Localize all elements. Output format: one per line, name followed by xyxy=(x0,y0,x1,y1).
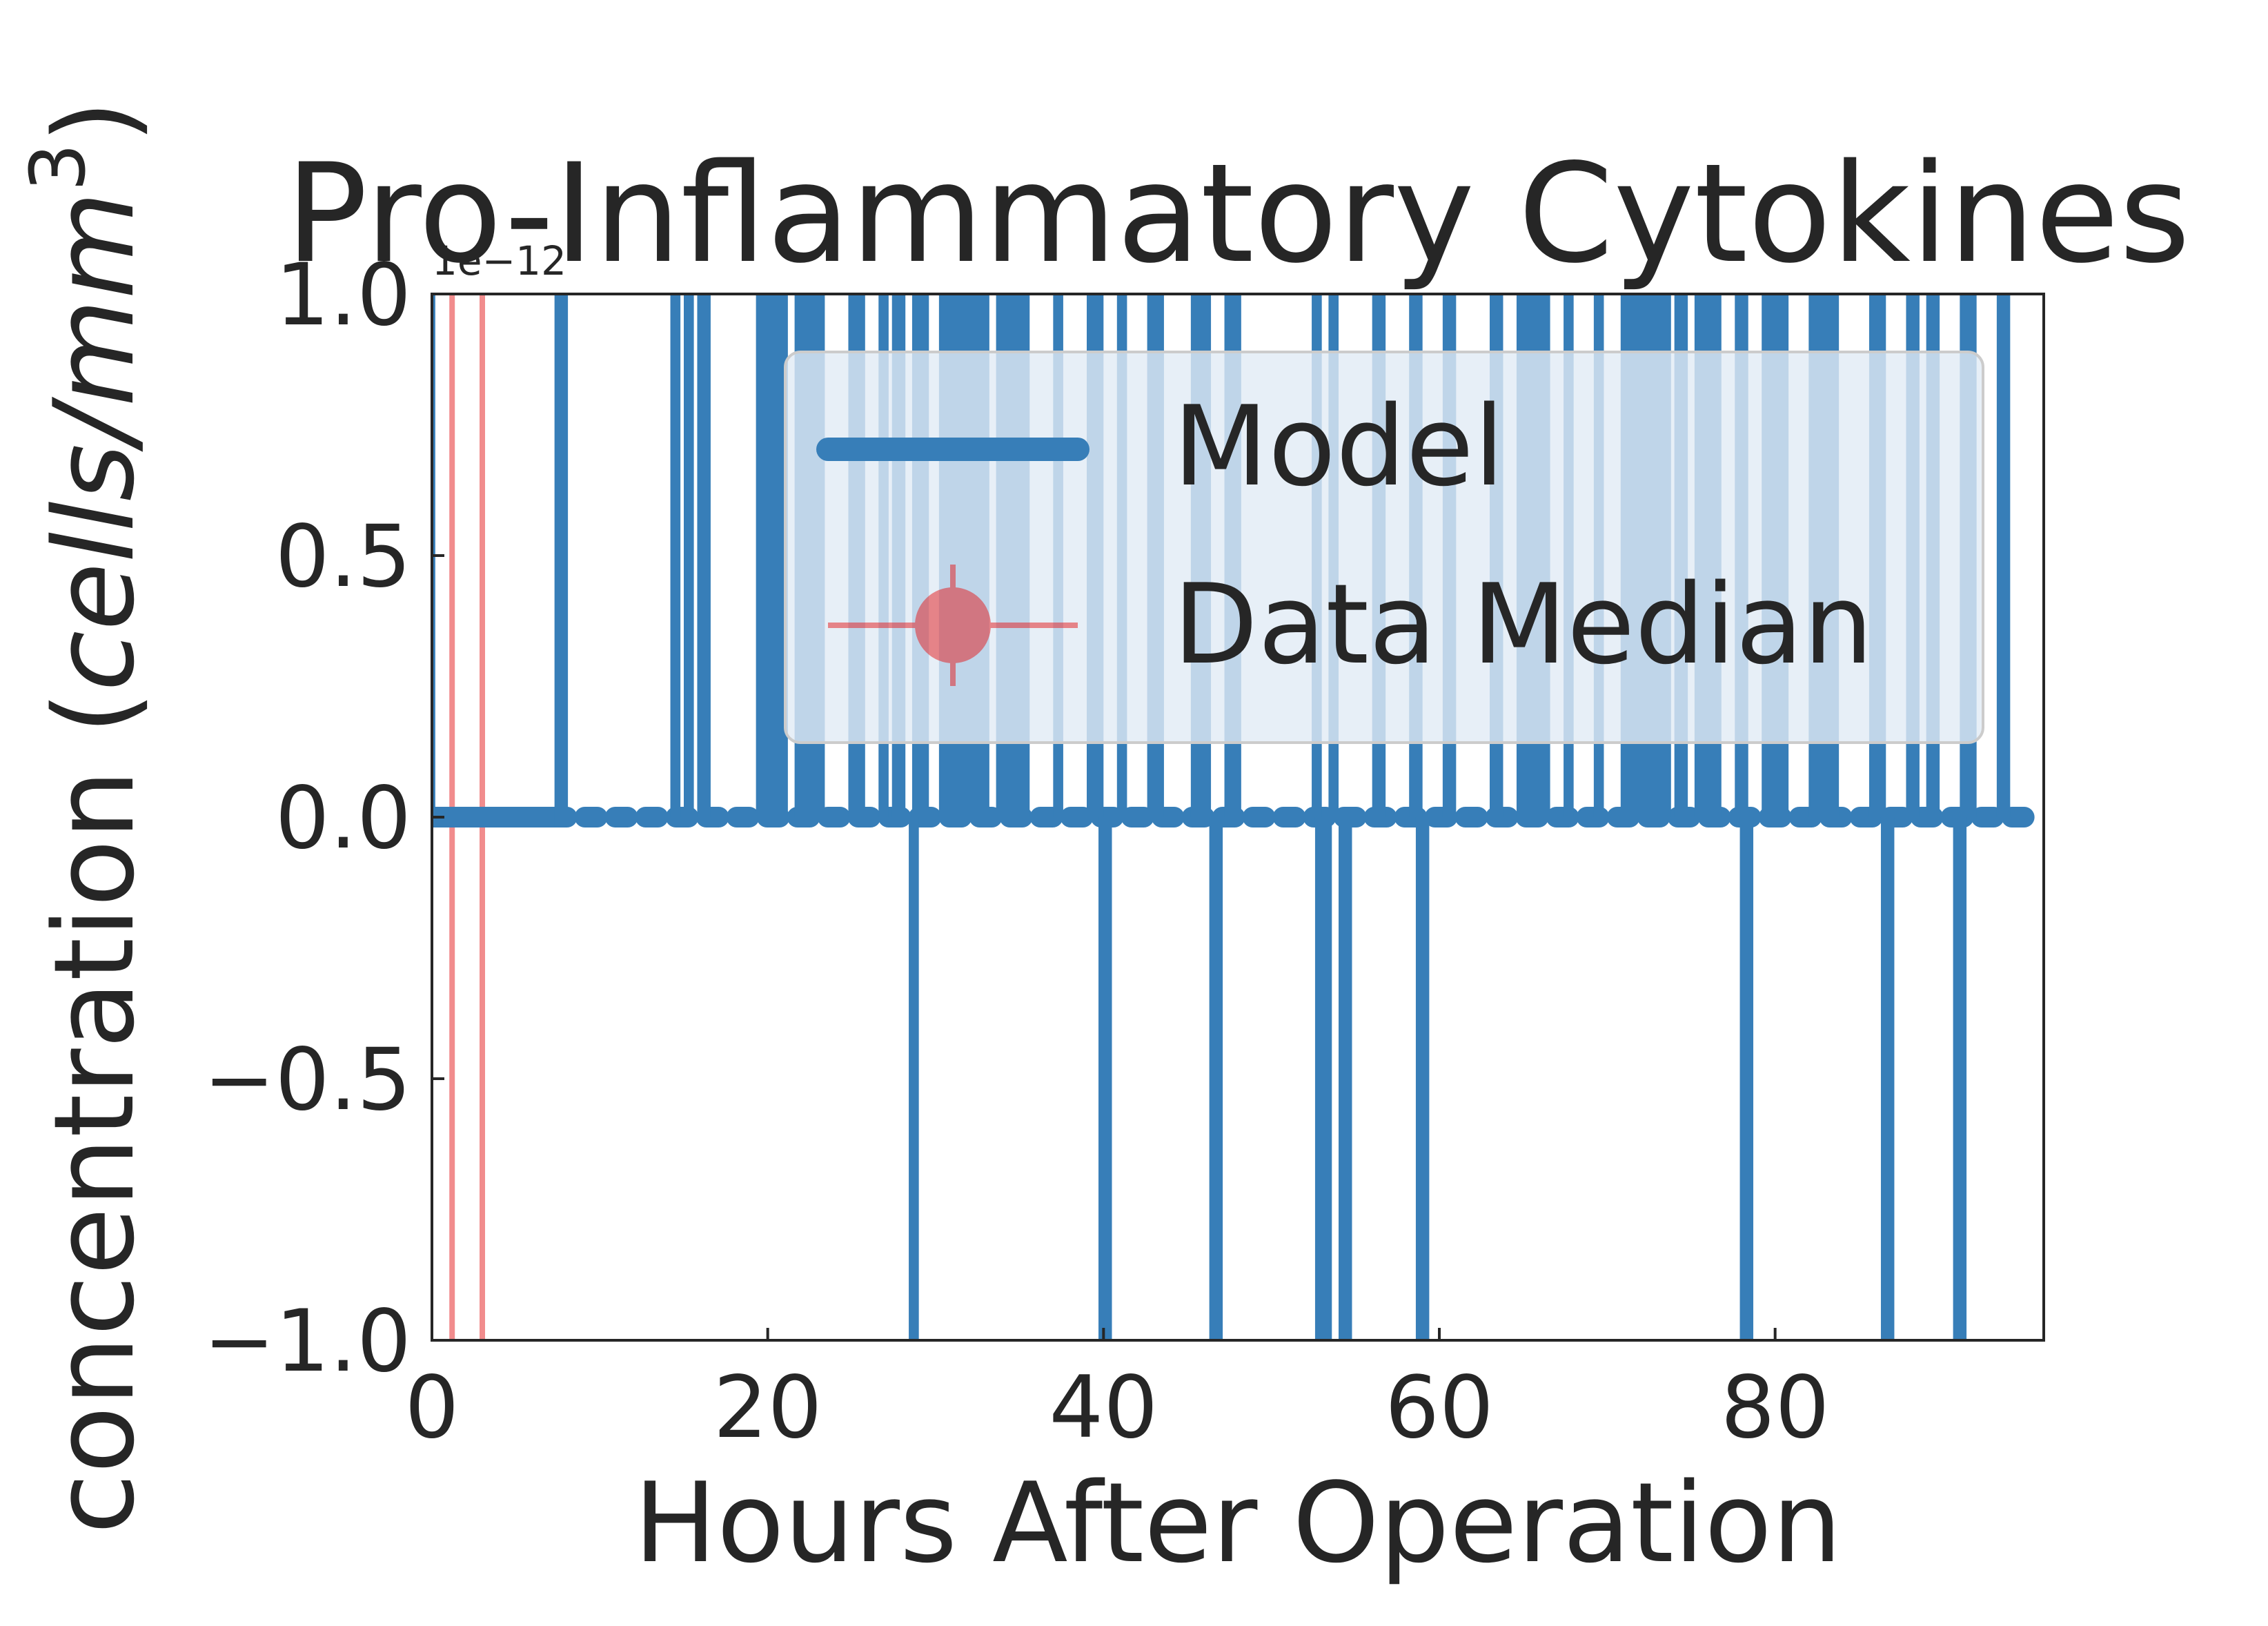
chart-title: Pro-Inflammatory Cytokines xyxy=(286,134,2191,293)
model-spike-up-38 xyxy=(1996,294,2011,817)
y-label-power: 3 xyxy=(14,143,102,191)
x-tick-label-0: 0 xyxy=(405,1358,460,1458)
model-spike-up-4 xyxy=(697,294,711,817)
y-tick-label-1: −0.5 xyxy=(204,1030,411,1130)
y-label-unit: cells/mm xyxy=(30,191,159,691)
y-tick-label-2: 0.0 xyxy=(275,769,411,868)
model-spike-up-5 xyxy=(756,294,788,817)
x-axis: 0 20 40 60 80 xyxy=(405,1328,1830,1458)
model-spike-up-1 xyxy=(554,294,569,817)
model-spike-down-1 xyxy=(1098,817,1112,1340)
y-label-prefix: concentration ( xyxy=(30,692,159,1534)
x-tick-label-3: 60 xyxy=(1385,1358,1494,1458)
legend: Model Data Median xyxy=(784,351,1984,744)
x-axis-label: Hours After Operation xyxy=(634,1458,1842,1587)
y-offset-text: 1e−12 xyxy=(432,237,566,284)
y-axis: −1.0 −0.5 0.0 0.5 1.0 xyxy=(204,246,444,1391)
legend-data-median-swatch xyxy=(828,565,1078,686)
y-label-suffix: ) xyxy=(30,100,159,143)
y-tick-label-4: 1.0 xyxy=(275,246,411,345)
legend-model-label: Model xyxy=(1173,382,1504,511)
model-spike-down-5 xyxy=(1415,817,1430,1340)
model-spike-down-4 xyxy=(1339,817,1352,1340)
x-tick-label-2: 40 xyxy=(1049,1358,1158,1458)
x-tick-label-4: 80 xyxy=(1721,1358,1830,1458)
model-spike-up-3 xyxy=(684,294,694,817)
model-spike-down-2 xyxy=(1209,817,1223,1340)
legend-data-median-label: Data Median xyxy=(1173,560,1873,689)
model-spike-down-0 xyxy=(909,817,919,1340)
model-spike-down-7 xyxy=(1880,817,1895,1340)
model-spike-up-2 xyxy=(670,294,681,817)
model-spike-down-6 xyxy=(1739,817,1754,1340)
y-axis-label: concentration (cells/mm3) xyxy=(14,100,159,1534)
x-tick-label-1: 20 xyxy=(713,1358,822,1458)
model-spike-down-8 xyxy=(1953,817,1967,1340)
model-spike-down-3 xyxy=(1314,817,1332,1340)
y-tick-label-0: −1.0 xyxy=(204,1292,411,1391)
y-tick-label-3: 0.5 xyxy=(275,507,411,607)
